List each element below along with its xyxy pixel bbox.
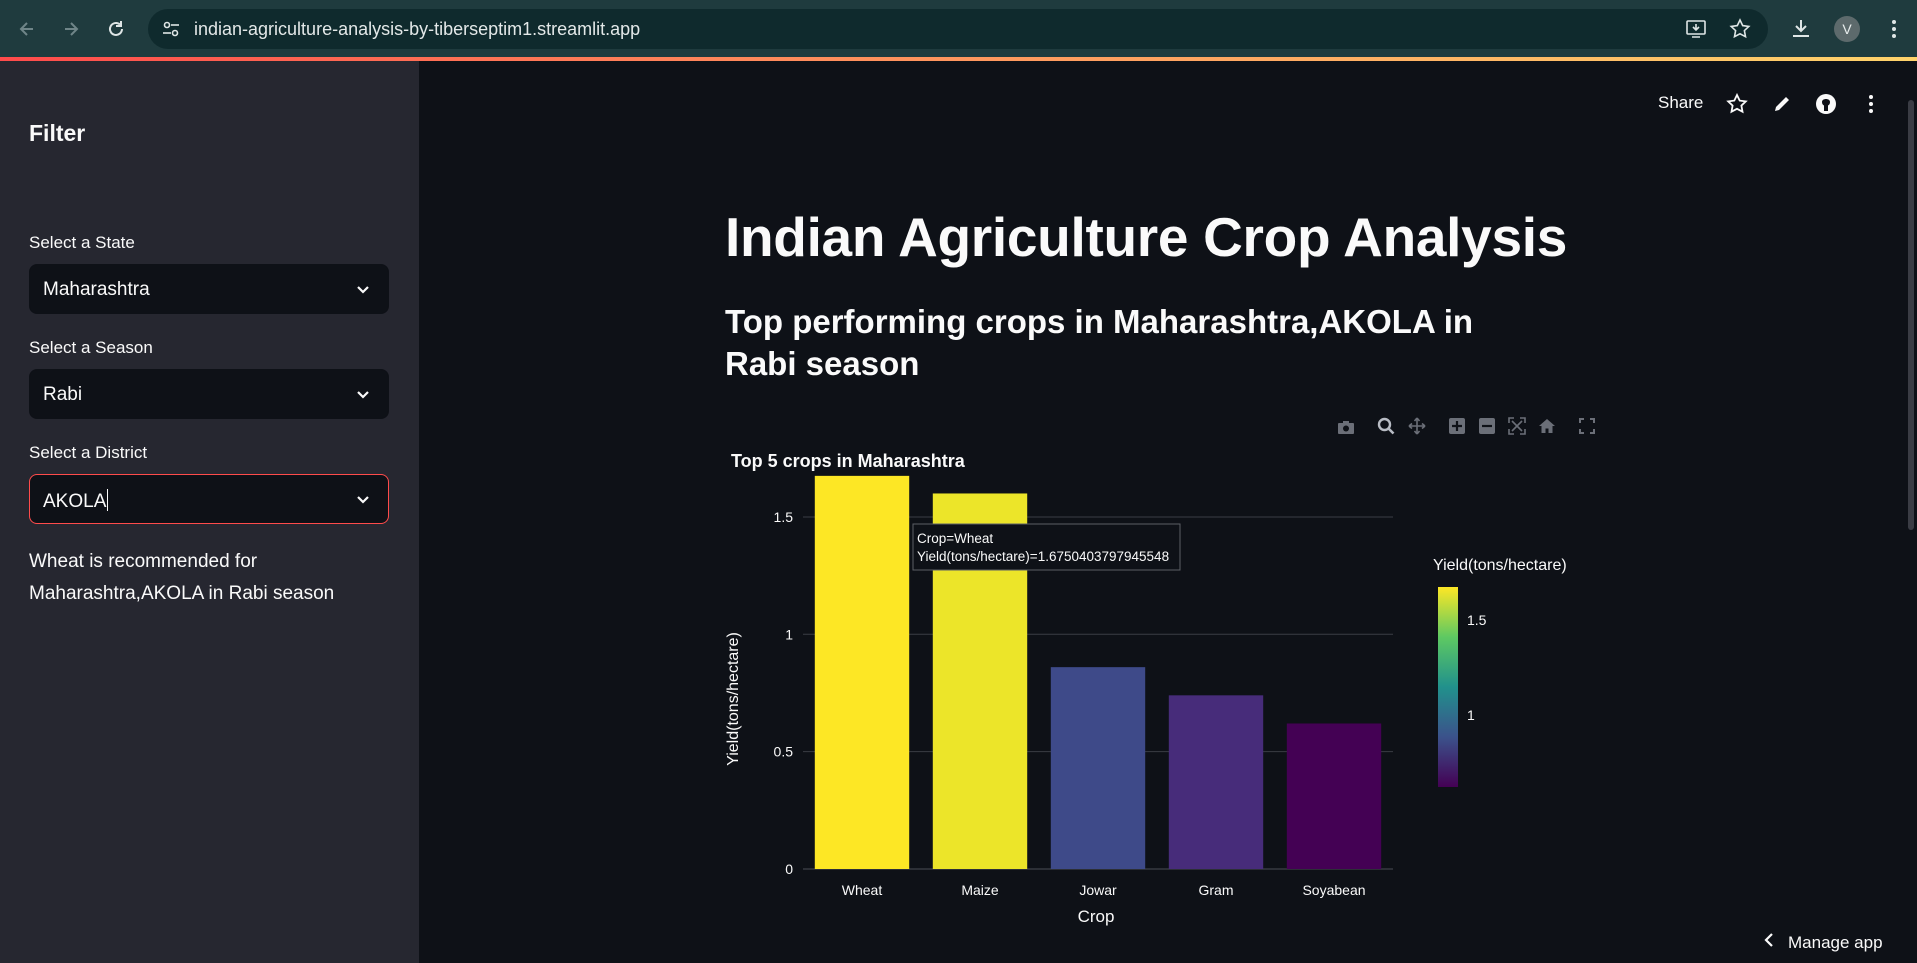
- browser-menu-icon[interactable]: [1882, 17, 1906, 41]
- season-label: Select a Season: [29, 338, 153, 357]
- district-select[interactable]: AKOLA: [29, 474, 389, 524]
- zoom-icon[interactable]: [1377, 417, 1395, 435]
- bar-soyabean[interactable]: [1286, 723, 1382, 869]
- pan-icon[interactable]: [1408, 417, 1426, 435]
- site-info-icon[interactable]: [160, 18, 182, 40]
- y-axis-label: Yield(tons/hectare): [725, 632, 742, 766]
- main-menu-icon[interactable]: [1860, 93, 1882, 115]
- home-icon[interactable]: [1538, 417, 1556, 435]
- x-tick-label: Wheat: [842, 882, 883, 898]
- share-button[interactable]: Share: [1658, 93, 1704, 112]
- state-label: Select a State: [29, 233, 135, 252]
- y-tick-label: 0.5: [774, 744, 794, 760]
- manage-app-label: Manage app: [1788, 932, 1883, 952]
- colorbar-tick-label: 1.5: [1467, 612, 1487, 628]
- state-value: Maharashtra: [43, 279, 150, 300]
- season-value: Rabi: [43, 384, 83, 405]
- chevron-down-icon: [354, 281, 372, 299]
- tooltip-line-2: Yield(tons/hectare)=1.6750403797945548: [917, 549, 1169, 564]
- chevron-left-icon: [1762, 932, 1776, 953]
- autoscale-icon[interactable]: [1508, 417, 1526, 435]
- camera-icon[interactable]: [1337, 418, 1355, 436]
- chart-title: Top 5 crops in Maharashtra: [731, 451, 966, 471]
- main-content: [419, 61, 1917, 963]
- district-label: Select a District: [29, 443, 148, 462]
- edit-pencil-icon[interactable]: [1771, 93, 1793, 115]
- hover-tooltip: Crop=Wheat Yield(tons/hectare)=1.6750403…: [912, 523, 1181, 571]
- recommendation-text: Wheat is recommended for Maharashtra,AKO…: [29, 551, 335, 604]
- page-subtitle: Top performing crops in Maharashtra,AKOL…: [725, 303, 1474, 382]
- season-select[interactable]: Rabi: [29, 369, 389, 419]
- scrollbar[interactable]: [1908, 100, 1914, 530]
- back-icon[interactable]: [14, 16, 40, 42]
- browser-toolbar: indian-agriculture-analysis-by-tibersept…: [0, 0, 1917, 57]
- bookmark-star-icon[interactable]: [1729, 18, 1751, 40]
- url-text[interactable]: indian-agriculture-analysis-by-tibersept…: [194, 19, 641, 39]
- colorbar-title: Yield(tons/hectare): [1433, 557, 1567, 574]
- x-tick-label: Gram: [1199, 882, 1234, 898]
- bar-chart: Top 5 crops in Maharashtra Wheat Maize Jow…: [725, 410, 1595, 963]
- district-value: AKOLA: [43, 489, 109, 512]
- chevron-down-icon: [354, 386, 372, 404]
- y-tick-label: 1: [785, 626, 793, 642]
- downloads-icon[interactable]: [1789, 17, 1813, 41]
- tooltip-line-1: Crop=Wheat: [917, 531, 993, 546]
- forward-icon[interactable]: [58, 16, 84, 42]
- reload-icon[interactable]: [103, 16, 129, 42]
- colorbar-tick-label: 1: [1467, 707, 1475, 723]
- x-axis-label: Crop: [1078, 907, 1115, 926]
- bar-jowar[interactable]: [1050, 667, 1146, 869]
- sidebar-title: Filter: [29, 120, 86, 146]
- zoom-in-icon[interactable]: [1448, 417, 1466, 435]
- x-tick-label: Soyabean: [1302, 882, 1365, 898]
- x-tick-label: Jowar: [1079, 882, 1117, 898]
- bar-gram[interactable]: [1168, 695, 1264, 869]
- address-bar[interactable]: indian-agriculture-analysis-by-tibersept…: [148, 9, 1768, 49]
- x-tick-label: Maize: [961, 882, 999, 898]
- manage-app-button[interactable]: Manage app: [1762, 932, 1883, 953]
- y-tick-label: 0: [785, 861, 793, 877]
- state-select[interactable]: Maharashtra: [29, 264, 389, 314]
- colorbar: [1438, 587, 1458, 787]
- app-decoration-bar: [0, 57, 1917, 61]
- y-tick-label: 1.5: [774, 509, 794, 525]
- fullscreen-icon[interactable]: [1578, 417, 1596, 435]
- install-app-icon[interactable]: [1685, 18, 1707, 40]
- page-title: Indian Agriculture Crop Analysis: [725, 206, 1568, 268]
- chevron-down-icon: [354, 491, 372, 509]
- chart-canvas[interactable]: Top 5 crops in Maharashtra Wheat Maize Jow…: [725, 410, 1595, 963]
- bar-wheat[interactable]: [814, 475, 910, 869]
- zoom-out-icon[interactable]: [1478, 417, 1496, 435]
- star-icon[interactable]: [1726, 92, 1748, 115]
- profile-avatar[interactable]: V: [1834, 16, 1860, 42]
- github-icon[interactable]: [1815, 93, 1837, 115]
